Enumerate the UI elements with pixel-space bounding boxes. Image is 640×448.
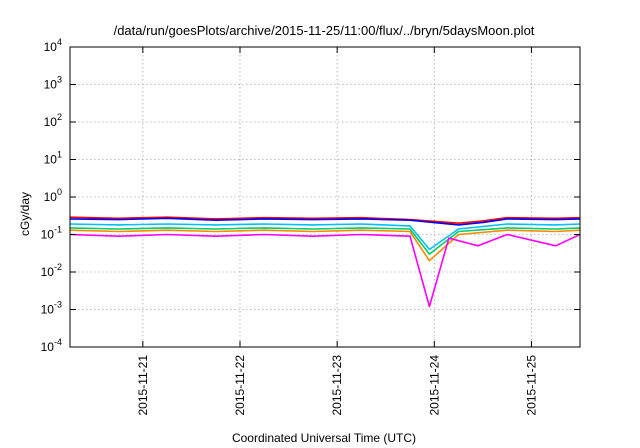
x-axis: 2015-11-21 2015-11-22 2015-11-23 2015-11-24… bbox=[136, 47, 538, 416]
y-tick-label: 10-2 bbox=[41, 262, 62, 279]
x-tick-label: 2015-11-24 bbox=[427, 355, 441, 416]
x-tick-label: 2015-11-21 bbox=[136, 355, 150, 416]
y-axis-label: cGy/day bbox=[18, 192, 32, 236]
x-axis-label: Coordinated Universal Time (UTC) bbox=[232, 431, 416, 445]
chart-title: /data/run/goesPlots/archive/2015-11-25/1… bbox=[114, 23, 535, 38]
series-line-1 bbox=[69, 216, 581, 224]
y-tick-label: 10-1 bbox=[41, 225, 62, 242]
x-tick-label: 2015-11-23 bbox=[330, 355, 344, 416]
y-axis: 10-4 10-3 10-2 10-1 100 101 102 103 104 bbox=[41, 37, 580, 354]
y-tick-label: 10-3 bbox=[41, 300, 62, 317]
series-line-3 bbox=[69, 223, 581, 251]
series-line-2 bbox=[69, 217, 581, 226]
y-tick-label: 103 bbox=[44, 75, 62, 92]
y-tick-label: 102 bbox=[44, 112, 62, 129]
series-line-4 bbox=[69, 227, 581, 255]
x-tick-label: 2015-11-25 bbox=[524, 355, 538, 416]
y-tick-label: 10-4 bbox=[41, 337, 62, 354]
series-line-5 bbox=[69, 229, 581, 262]
series-layer bbox=[69, 216, 581, 308]
y-tick-label: 100 bbox=[44, 187, 62, 204]
series-line-6 bbox=[69, 233, 581, 308]
grid bbox=[70, 47, 580, 347]
y-tick-label: 101 bbox=[44, 150, 62, 167]
y-tick-label: 104 bbox=[44, 37, 62, 54]
x-tick-label: 2015-11-22 bbox=[233, 355, 247, 416]
